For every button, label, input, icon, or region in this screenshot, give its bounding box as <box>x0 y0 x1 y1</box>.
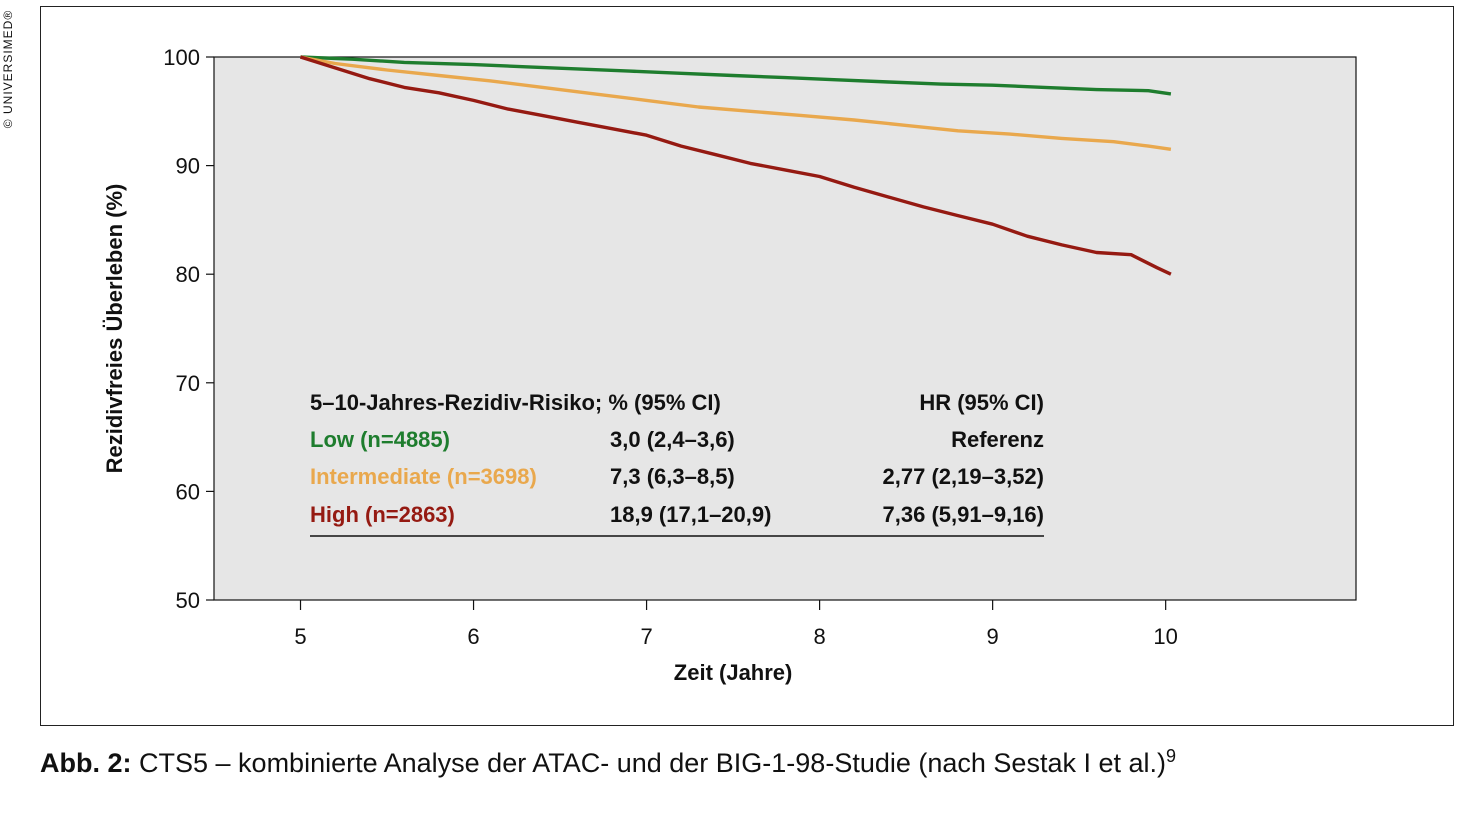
series-line-high <box>299 55 1172 276</box>
caption-reference: 9 <box>1166 746 1177 766</box>
y-tick-label: 70 <box>176 371 200 396</box>
x-tick-label: 8 <box>813 624 825 649</box>
series-line-intermediate <box>300 55 1172 151</box>
table-header-hr: HR (95% CI) <box>919 390 1044 415</box>
series-layer <box>299 55 1172 276</box>
table-row-high-group: High (n=2863) <box>310 502 455 527</box>
table-header-label: 5–10-Jahres-Rezidiv-Risiko; % (95% CI) <box>310 390 721 415</box>
figure-caption: Abb. 2: CTS5 – kombinierte Analyse der A… <box>40 746 1176 779</box>
figure-frame <box>40 6 1454 726</box>
series-line-low <box>300 55 1172 96</box>
table-row-intermediate-risk: 7,3 (6,3–8,5) <box>610 464 735 489</box>
x-tick-label: 10 <box>1153 624 1177 649</box>
table-row-low-risk: 3,0 (2,4–3,6) <box>610 427 735 452</box>
table-row-intermediate-group: Intermediate (n=3698) <box>310 464 537 489</box>
x-tick-label: 7 <box>640 624 652 649</box>
y-tick-label: 100 <box>163 45 200 70</box>
caption-label: Abb. 2: <box>40 748 132 778</box>
y-tick-label: 80 <box>176 262 200 287</box>
x-tick-label: 6 <box>467 624 479 649</box>
y-tick-label: 60 <box>176 479 200 504</box>
table-row-high-risk: 18,9 (17,1–20,9) <box>610 502 771 527</box>
risk-table: 5–10-Jahres-Rezidiv-Risiko; % (95% CI) H… <box>310 390 1044 537</box>
x-tick-label: 9 <box>987 624 999 649</box>
caption-text: CTS5 – kombinierte Analyse der ATAC- und… <box>139 748 1166 778</box>
y-tick-label: 90 <box>176 154 200 179</box>
table-row-intermediate-hr: 2,77 (2,19–3,52) <box>883 464 1044 489</box>
x-axis-title: Zeit (Jahre) <box>674 660 793 685</box>
y-axis-title: Rezidivfreies Überleben (%) <box>102 184 127 474</box>
table-row-high-hr: 7,36 (5,91–9,16) <box>883 502 1044 527</box>
x-tick-label: 5 <box>294 624 306 649</box>
axes: 50 60 70 80 90 100 5 6 7 8 9 10 <box>163 45 1178 649</box>
table-row-low-group: Low (n=4885) <box>310 427 450 452</box>
y-tick-label: 50 <box>176 588 200 613</box>
table-row-low-hr: Referenz <box>951 427 1044 452</box>
